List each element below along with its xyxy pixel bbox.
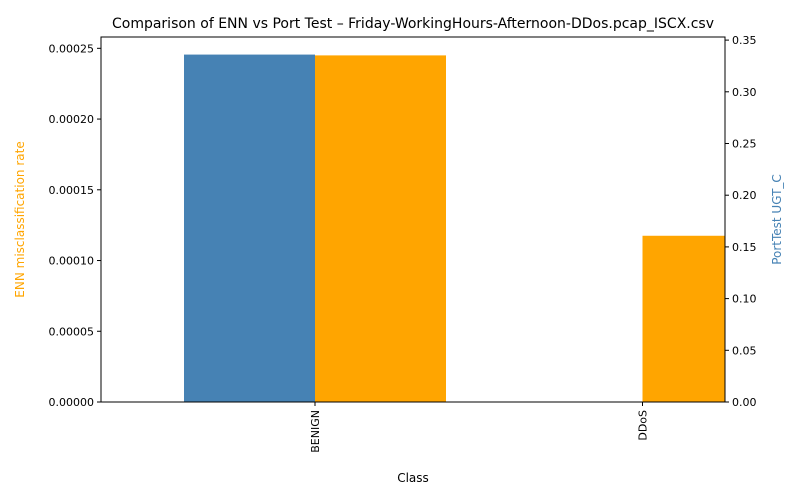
right-tick-label: 0.10: [732, 293, 757, 306]
left-tick-label: 0.00015: [49, 184, 95, 197]
bars-layer: [184, 54, 725, 402]
right-tick-label: 0.20: [732, 189, 757, 202]
bar-benign-left: [315, 55, 446, 402]
x-axis-label: Class: [397, 471, 429, 485]
left-tick-label: 0.00010: [49, 255, 95, 268]
x-axis: BENIGN DDoS: [309, 402, 650, 453]
right-tick-label: 0.25: [732, 138, 757, 151]
chart-title: Comparison of ENN vs Port Test – Friday-…: [112, 16, 714, 32]
right-tick-label: 0.00: [732, 396, 757, 409]
x-tick-label: BENIGN: [309, 410, 322, 453]
left-tick-label: 0.00025: [49, 42, 95, 55]
right-y-axis: 0.00 0.05 0.10 0.15 0.20 0.25 0.30 0.35: [725, 34, 757, 409]
left-y-axis-label: ENN misclassification rate: [13, 141, 27, 297]
right-tick-label: 0.05: [732, 344, 757, 357]
right-tick-label: 0.30: [732, 86, 757, 99]
left-tick-label: 0.00020: [49, 113, 95, 126]
bar-ddos-left: [642, 235, 725, 402]
left-y-axis: 0.00000 0.00005 0.00010 0.00015 0.00020 0.000…: [49, 42, 101, 409]
right-y-axis-label: PortTest UGT_C: [770, 174, 784, 265]
left-tick-label: 0.00005: [49, 325, 95, 338]
right-tick-label: 0.15: [732, 241, 757, 254]
left-tick-label: 0.00000: [49, 396, 95, 409]
right-tick-label: 0.35: [732, 34, 757, 47]
plot-frame: [100, 36, 726, 403]
x-tick-label: DDoS: [637, 410, 650, 441]
bar-benign-right: [184, 54, 315, 402]
